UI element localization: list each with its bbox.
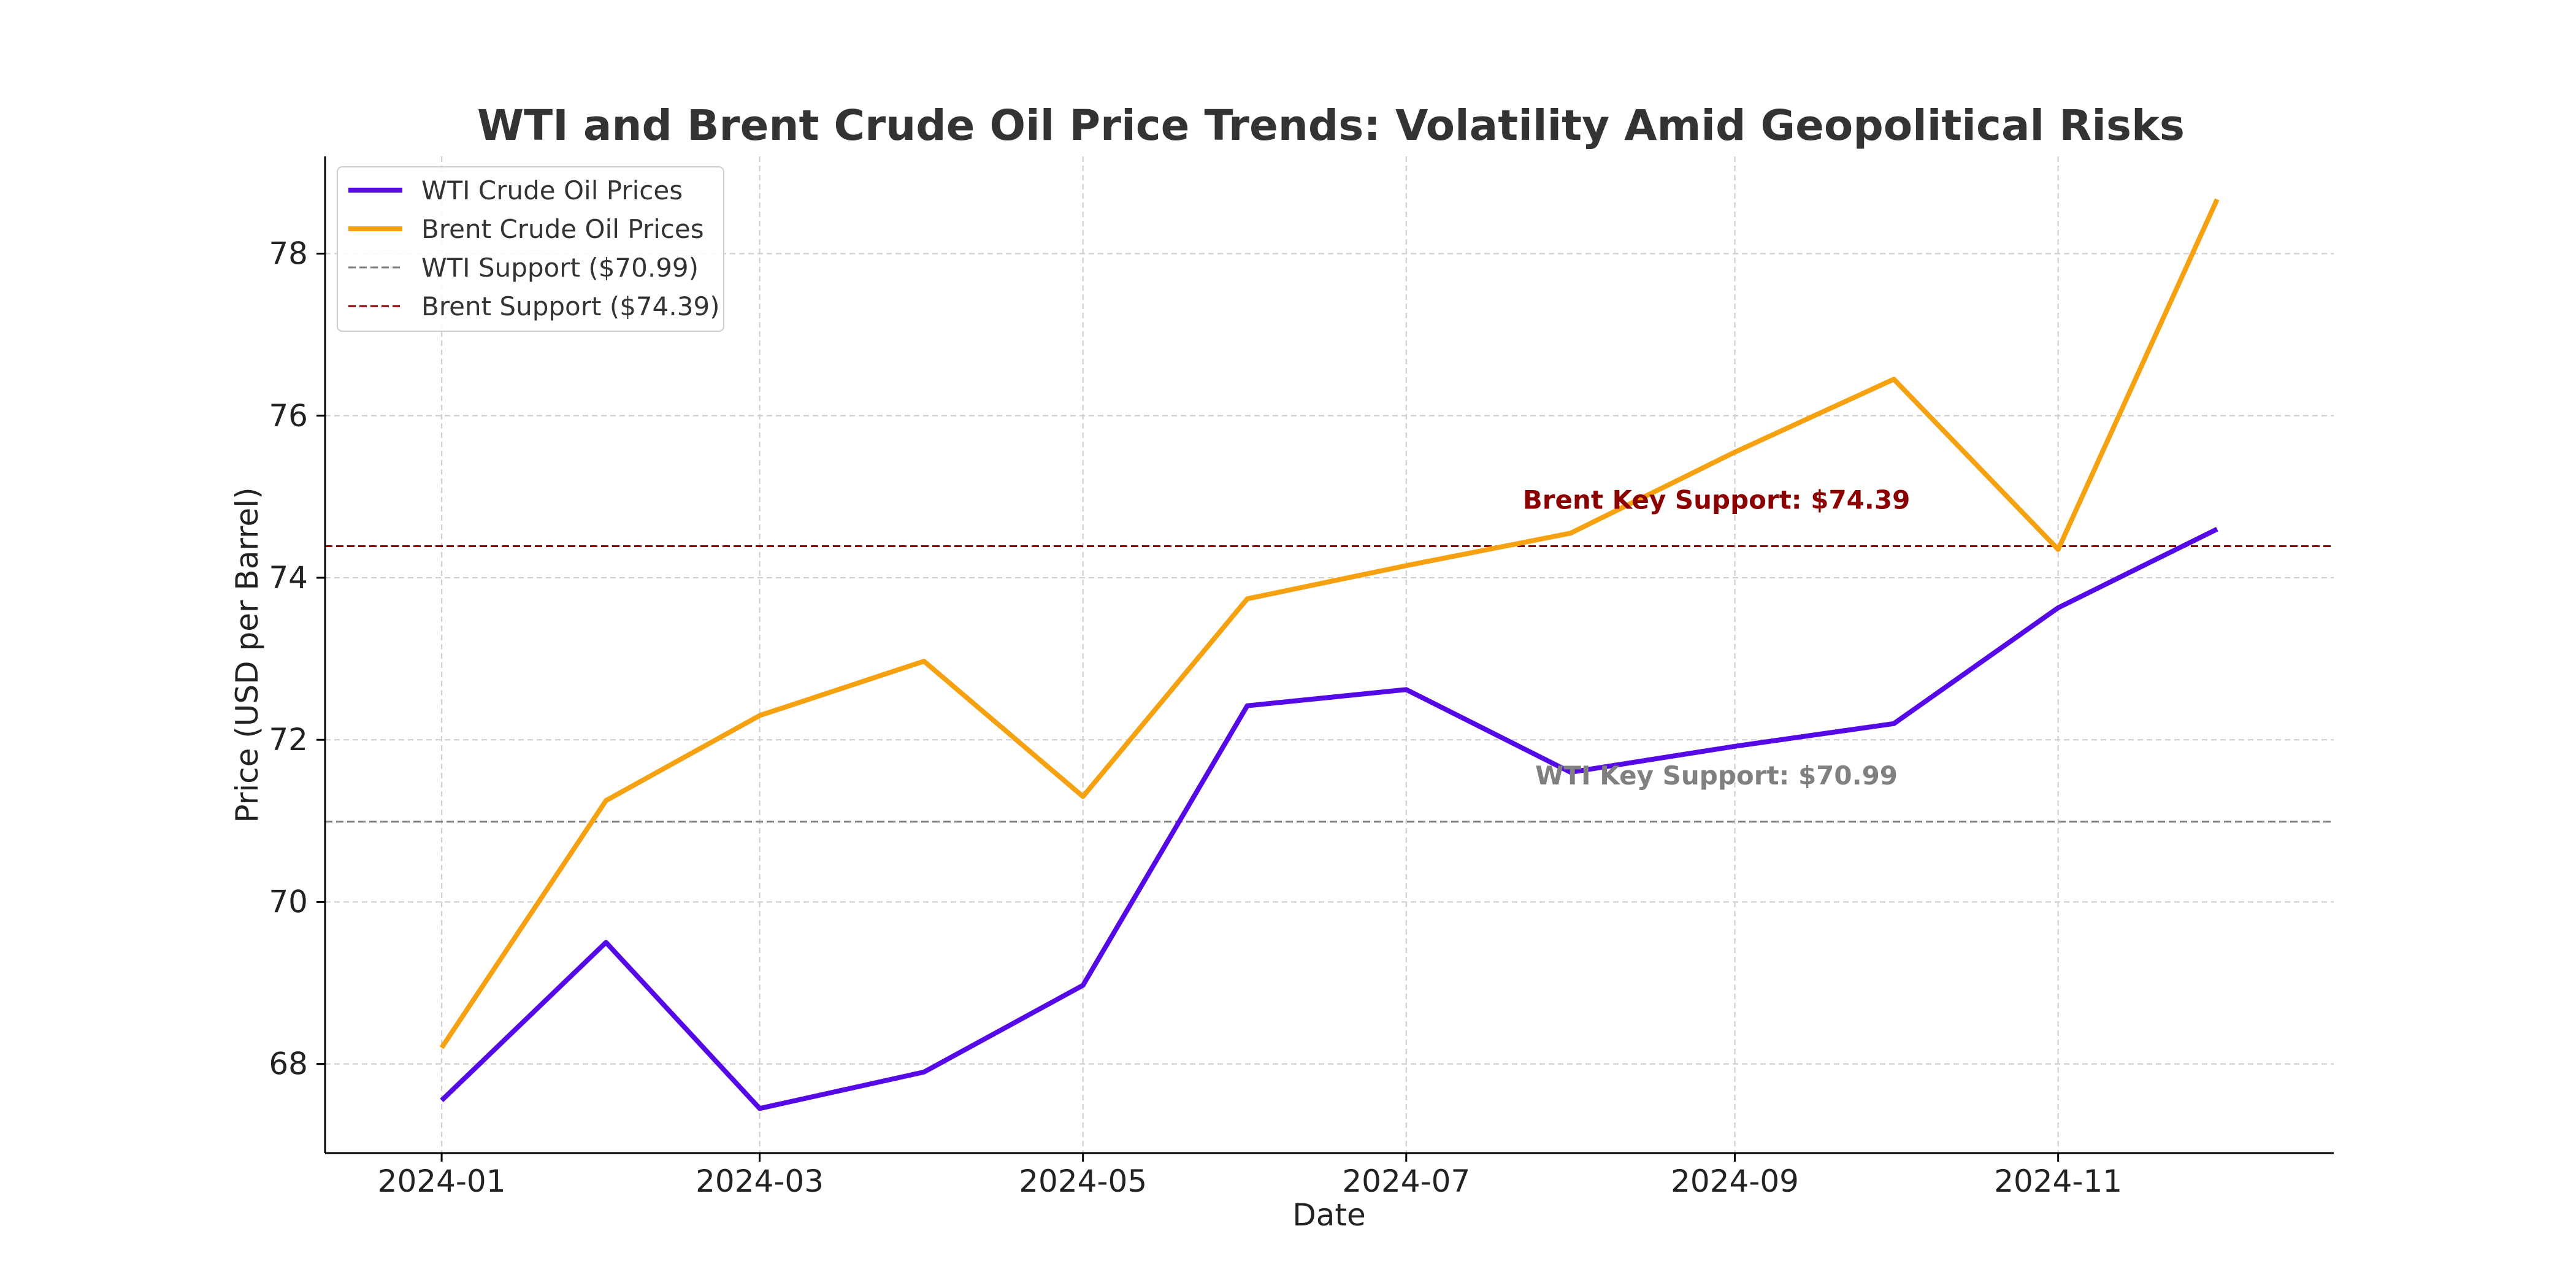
x-tick-label: 2024-01 (378, 1163, 506, 1199)
annotation-label: Brent Key Support: $74.39 (1523, 485, 1911, 515)
reference-lines (325, 545, 2334, 823)
legend-label: WTI Support ($70.99) (421, 253, 699, 283)
y-tick-label: 74 (269, 560, 308, 596)
annotation-label: WTI Key Support: $70.99 (1535, 761, 1898, 791)
series-line (440, 527, 2218, 1111)
chart-title: WTI and Brent Crude Oil Price Trends: Vo… (477, 101, 2185, 150)
axes (324, 156, 2334, 1154)
x-tick-label: 2024-05 (1019, 1163, 1147, 1199)
annotations: Brent Key Support: $74.39 WTI Key Support… (1523, 485, 1911, 791)
legend-label: Brent Support ($74.39) (421, 291, 720, 321)
x-tick-label: 2024-03 (696, 1163, 824, 1199)
legend-label: WTI Crude Oil Prices (421, 175, 683, 205)
y-axis-label: Price (USD per Barrel) (229, 487, 265, 822)
y-tick-label: 78 (269, 236, 308, 272)
legend-box (337, 166, 724, 332)
series-line (439, 198, 2220, 1049)
legend-label: Brent Crude Oil Prices (421, 214, 704, 244)
y-tick-label: 72 (269, 722, 308, 757)
x-tick-label: 2024-09 (1671, 1163, 1799, 1199)
y-tick-label: 70 (269, 884, 308, 919)
legend: WTI Crude Oil Prices Brent Crude Oil Pric… (337, 166, 724, 332)
x-tick-label: 2024-07 (1342, 1163, 1470, 1199)
x-axis-label: Date (1292, 1197, 1366, 1233)
y-tick-label: 68 (269, 1046, 308, 1082)
grid-layer (325, 156, 2334, 1153)
tick-labels: 2024-01 2024-03 2024-05 2024-07 2024-09 2024-… (269, 236, 2122, 1199)
series-layer (439, 198, 2220, 1111)
x-tick-label: 2024-11 (1994, 1163, 2122, 1199)
y-tick-label: 76 (269, 398, 308, 434)
